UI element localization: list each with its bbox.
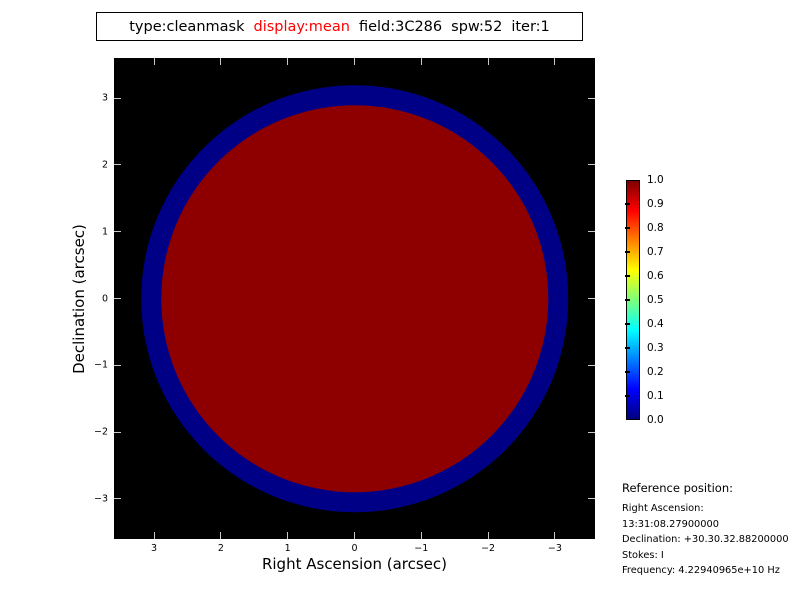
y-tick <box>114 364 121 366</box>
colorbar-tick <box>625 203 630 205</box>
x-tick <box>354 58 355 65</box>
reference-line: Right Ascension: 13:31:08.27900000 <box>622 503 719 530</box>
plot-title-box: type:cleanmask display:mean field:3C286 spw… <box>96 12 583 41</box>
x-tick-label: −1 <box>414 543 429 554</box>
title-segment: iter:1 <box>511 18 550 35</box>
colorbar-tick-label: 0.8 <box>647 221 664 234</box>
y-tick-label: −2 <box>93 426 108 438</box>
colorbar-tick <box>625 275 630 277</box>
x-tick <box>220 58 222 65</box>
y-tick <box>114 498 121 500</box>
title-segment: spw:52 <box>451 18 503 35</box>
x-tick <box>420 58 422 65</box>
reference-line: Stokes: I <box>622 549 664 561</box>
colorbar-tick <box>625 323 630 325</box>
x-tick-label: 3 <box>151 543 158 554</box>
x-tick-label: −2 <box>481 543 496 554</box>
y-tick-label: 2 <box>101 159 108 171</box>
y-tick-label: 3 <box>101 92 108 104</box>
colorbar-tick-label: 0.0 <box>647 413 664 426</box>
colorbar-tick-label: 0.7 <box>647 245 664 258</box>
colorbar-tick-label: 0.6 <box>647 269 664 282</box>
colorbar-tick-label: 1.0 <box>647 173 664 186</box>
x-tick <box>554 58 556 65</box>
y-tick <box>114 298 121 299</box>
colorbar-tick-label: 0.3 <box>647 341 664 354</box>
x-tick-label: 1 <box>284 543 291 554</box>
plot-area <box>114 58 595 539</box>
x-tick <box>354 532 355 539</box>
colorbar-tick-label: 0.9 <box>647 197 664 210</box>
y-tick <box>588 364 595 366</box>
colorbar-tick <box>625 251 630 253</box>
mask-inner-disk <box>160 104 549 493</box>
y-tick-label: −3 <box>93 493 108 505</box>
x-tick <box>420 532 422 539</box>
x-tick-label: 2 <box>217 543 224 554</box>
title-segment: type:cleanmask <box>129 18 245 35</box>
y-tick <box>114 231 121 233</box>
colorbar-tick-label: 0.1 <box>647 389 664 402</box>
y-tick <box>588 164 595 166</box>
x-tick <box>554 532 556 539</box>
x-tick <box>487 532 489 539</box>
x-tick <box>220 532 222 539</box>
y-tick-label: 1 <box>101 226 108 238</box>
colorbar-tick <box>625 227 630 229</box>
y-tick <box>588 498 595 500</box>
y-tick <box>114 431 121 433</box>
y-tick-label: −1 <box>93 359 108 371</box>
y-tick <box>588 97 595 99</box>
colorbar-tick <box>625 371 630 373</box>
x-tick <box>153 532 155 539</box>
colorbar-tick-label: 0.4 <box>647 317 664 330</box>
colorbar-tick <box>625 395 630 397</box>
colorbar-tick <box>625 299 630 301</box>
y-tick <box>588 298 595 299</box>
reference-line: Frequency: 4.22940965e+10 Hz <box>622 565 780 577</box>
y-tick <box>588 431 595 433</box>
title-segment: display:mean <box>253 18 350 35</box>
title-segment: field:3C286 <box>358 18 443 35</box>
y-tick-label: 0 <box>101 293 108 304</box>
y-tick <box>114 164 121 166</box>
colorbar-tick <box>625 347 630 349</box>
x-tick <box>487 58 489 65</box>
x-tick <box>287 58 289 65</box>
x-tick-label: −3 <box>547 543 562 554</box>
reference-line: Declination: +30.30.32.88200000 <box>622 534 789 546</box>
y-tick <box>588 231 595 233</box>
colorbar-tick-label: 0.5 <box>647 293 664 306</box>
reference-lines: Right Ascension: 13:31:08.27900000 Declin… <box>622 501 798 579</box>
x-axis-label: Right Ascension (arcsec) <box>261 555 448 573</box>
reference-heading: Reference position: <box>622 481 733 495</box>
x-tick <box>287 532 289 539</box>
x-tick <box>153 58 155 65</box>
y-tick <box>114 97 121 99</box>
x-tick-label: 0 <box>351 543 358 554</box>
reference-position-block: Reference position: Right Ascension: 13:… <box>622 481 798 579</box>
colorbar-tick-label: 0.2 <box>647 365 664 378</box>
